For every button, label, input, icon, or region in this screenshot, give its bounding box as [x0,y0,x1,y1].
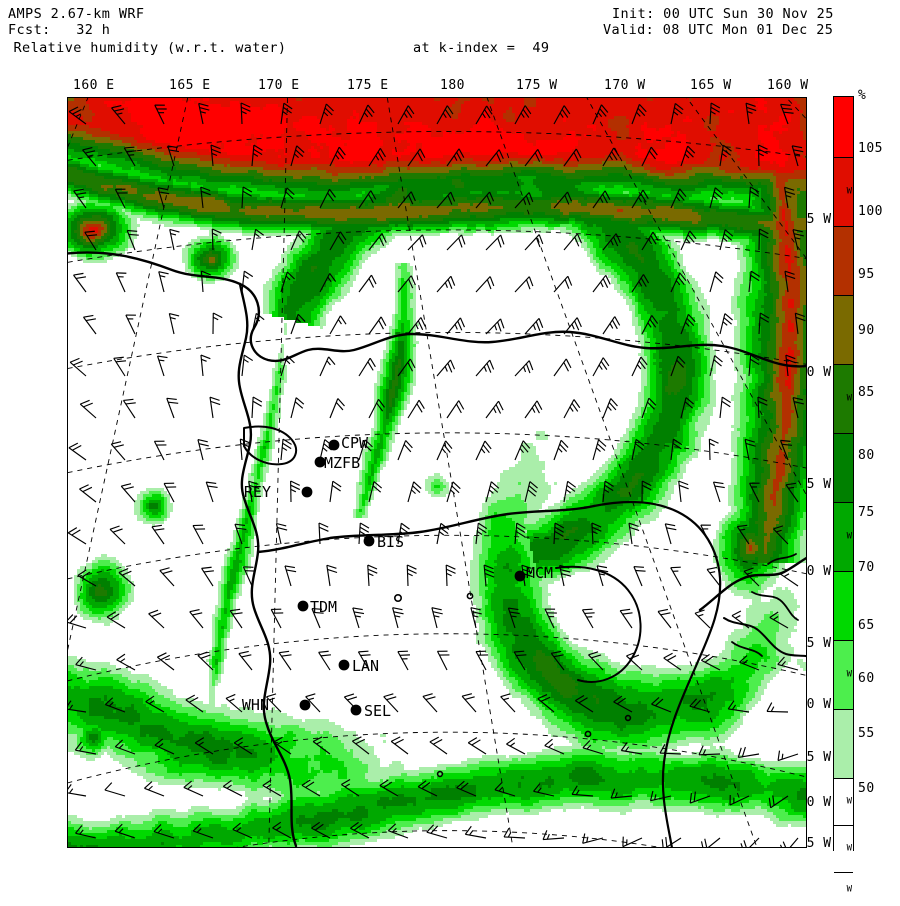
colorbar-band-mark: W [847,671,852,680]
station-label: REY [244,483,271,501]
colorbar-band: W [834,157,853,226]
valid-time: Valid: 08 UTC Mon 01 Dec 25 [603,22,833,38]
lon-tick-label: 165 W [690,78,732,93]
colorbar-tick-label: 65 [858,618,875,633]
colorbar-band [834,97,853,157]
colorbar-band-mark: W [847,885,852,894]
colorbar-band-mark: W [847,395,852,404]
colorbar-band [834,571,853,640]
station-label: MCM [526,564,553,582]
forecast-hour: Fcst: 32 h [8,22,110,38]
colorbar-tick-label: 60 [858,671,875,686]
lon-tick-label: 180 [440,78,465,93]
station-label: BIS [377,533,404,551]
station-label: WHN [242,696,269,714]
colorbar-unit: % [858,88,866,103]
lon-tick-label: 160 E [73,78,115,93]
colorbar-tick-label: 90 [858,323,875,338]
colorbar-tick-label: 70 [858,560,875,575]
colorbar-band: W [834,778,853,825]
colorbar-band: W [834,872,853,906]
colorbar-band [834,226,853,295]
station-label: SEL [364,702,391,720]
station-label: CPW [341,434,369,452]
colorbar-tick-label: 100 [858,204,883,219]
colorbar-band: W [834,640,853,709]
colorbar-band: W [834,502,853,571]
colorbar-tick-label: 50 [858,781,875,796]
colorbar-tick-label: 55 [858,726,875,741]
colorbar-tick-label: 75 [858,505,875,520]
k-index-label: at k-index = 49 [413,40,549,56]
field-name: Relative humidity (w.r.t. water) [5,40,286,56]
colorbar-tick-label: 105 [858,141,883,156]
colorbar-tick-label: 80 [858,448,875,463]
colorbar-tick-label: 85 [858,385,875,400]
station-label: LAN [352,657,379,675]
colorbar-band-mark: W [847,533,852,542]
colorbar-band-mark: W [847,798,852,807]
station-label: MZFB [324,454,360,472]
colorbar-band: W [834,825,853,872]
map-panel[interactable]: CPW MZFB REY BIS MCM TDM LAN WHN SEL [67,97,807,848]
lon-tick-label: 175 E [347,78,389,93]
lon-tick-label: 175 W [516,78,558,93]
lon-tick-label: 160 W [767,78,809,93]
lon-tick-label: 170 E [258,78,300,93]
relative-humidity-field: CPW MZFB REY BIS MCM TDM LAN WHN SEL [68,98,806,847]
colorbar-band: W [834,364,853,433]
colorbar-band-mark: W [847,845,852,854]
colorbar-tick-label: 95 [858,267,875,282]
colorbar-band [834,709,853,778]
model-title: AMPS 2.67-km WRF [8,6,144,22]
init-time: Init: 00 UTC Sun 30 Nov 25 [612,6,834,22]
colorbar-band [834,433,853,502]
station-label: TDM [310,598,337,616]
lon-tick-label: 165 E [169,78,211,93]
lon-tick-label: 170 W [604,78,646,93]
colorbar-band [834,295,853,364]
colorbar-band-mark: W [847,188,852,197]
